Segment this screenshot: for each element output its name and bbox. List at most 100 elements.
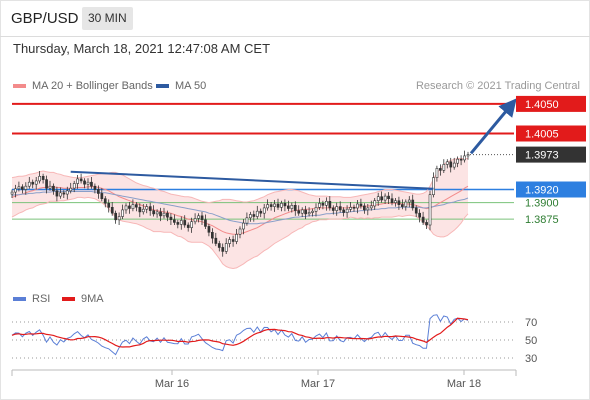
x-tick-label: Mar 18 <box>447 378 481 390</box>
candle-body <box>197 215 200 219</box>
candle-body <box>314 207 318 212</box>
candle-body <box>390 198 394 203</box>
candle-body <box>321 203 325 206</box>
candle-body <box>369 205 373 209</box>
candle-body <box>138 207 142 213</box>
candle-body <box>114 212 117 221</box>
rsi-level-label: 30 <box>525 353 537 365</box>
candle-body <box>173 219 176 223</box>
candle-body <box>300 209 304 214</box>
chart-header: GBP/USD 30 MIN <box>0 0 590 36</box>
price-label-box <box>516 125 586 142</box>
candle-body <box>166 212 169 218</box>
candle-body <box>328 201 332 209</box>
candle-body <box>280 203 283 208</box>
candle-body <box>407 199 411 203</box>
candle-body <box>428 194 432 226</box>
candle-body <box>383 195 387 201</box>
candle-body <box>131 204 135 209</box>
legend-swatch-rsi <box>13 297 26 302</box>
candle-body <box>438 168 442 171</box>
candle-body <box>69 187 73 192</box>
candle-body <box>211 232 214 239</box>
candle-body <box>190 221 194 228</box>
candle-body <box>141 208 145 213</box>
candle-body <box>452 162 456 168</box>
candle-body <box>228 239 232 244</box>
candle-body <box>193 218 197 223</box>
candle-body <box>286 205 290 209</box>
candle-body <box>65 190 69 195</box>
candle-body <box>110 207 114 214</box>
candle-body <box>397 200 401 205</box>
price-label: 1.4050 <box>525 99 559 111</box>
price-label: 1.3900 <box>525 198 559 210</box>
rsi-line <box>11 314 469 356</box>
candle-body <box>380 196 384 201</box>
candle-body <box>449 161 453 168</box>
candle-body <box>107 203 111 208</box>
candle-body <box>238 228 242 235</box>
candle-body <box>404 201 408 207</box>
candle-body <box>217 243 221 248</box>
candle-body <box>387 195 390 200</box>
candle-body <box>456 158 460 164</box>
candle-body <box>117 216 121 221</box>
candle-body <box>276 203 280 208</box>
candle-body <box>207 226 211 233</box>
legend-swatch-ma-bb <box>13 84 26 89</box>
candle-body <box>58 192 62 197</box>
bb-lower-line <box>11 196 469 270</box>
candle-body <box>335 206 339 211</box>
candle-body <box>349 207 352 210</box>
price-label-box <box>516 146 586 163</box>
candle-body <box>179 220 183 225</box>
legend-label-9ma: 9MA <box>81 293 104 305</box>
candle-body <box>55 190 59 197</box>
legend-ma-bb: MA 20 + Bollinger Bands <box>13 80 153 92</box>
candle-body <box>421 216 425 223</box>
legend-swatch-ma50 <box>156 84 169 89</box>
bollinger-band-fill <box>12 158 468 269</box>
candle-body <box>183 220 187 226</box>
candle-body <box>414 207 418 214</box>
candle-body <box>86 181 90 185</box>
candle-body <box>463 155 466 161</box>
ma50-line <box>11 191 469 225</box>
candle-body <box>307 212 311 215</box>
candle-body <box>283 203 287 207</box>
price-label: 1.4005 <box>525 129 559 141</box>
candle-body <box>273 203 276 207</box>
candle-body <box>297 210 301 214</box>
candle-body <box>38 176 41 182</box>
candle-body <box>311 210 314 213</box>
candle-body <box>445 161 449 165</box>
candle-body <box>214 237 218 244</box>
candle-body <box>418 212 422 218</box>
candle-body <box>235 234 238 242</box>
candle-body <box>24 185 28 190</box>
candle-body <box>394 200 397 203</box>
candle-body <box>432 177 435 196</box>
candle-body <box>162 212 166 217</box>
candle-body <box>293 205 297 211</box>
candle-body <box>83 180 86 185</box>
candle-body <box>231 239 235 242</box>
candle-body <box>62 192 66 195</box>
candle-body <box>27 181 31 187</box>
rsi-level-label: 70 <box>525 317 537 329</box>
candle-body <box>345 208 349 213</box>
candle-body <box>176 222 180 225</box>
candle-body <box>148 206 152 211</box>
candle-body <box>356 203 359 209</box>
candle-body <box>169 216 173 221</box>
candle-body <box>435 168 439 178</box>
header-divider <box>0 36 590 37</box>
candle-body <box>269 204 273 207</box>
candle-body <box>290 205 294 209</box>
candle-body <box>48 185 52 189</box>
candle-body <box>135 204 138 208</box>
timeframe-badge[interactable]: 30 MIN <box>82 7 133 30</box>
candle-body <box>93 185 97 190</box>
